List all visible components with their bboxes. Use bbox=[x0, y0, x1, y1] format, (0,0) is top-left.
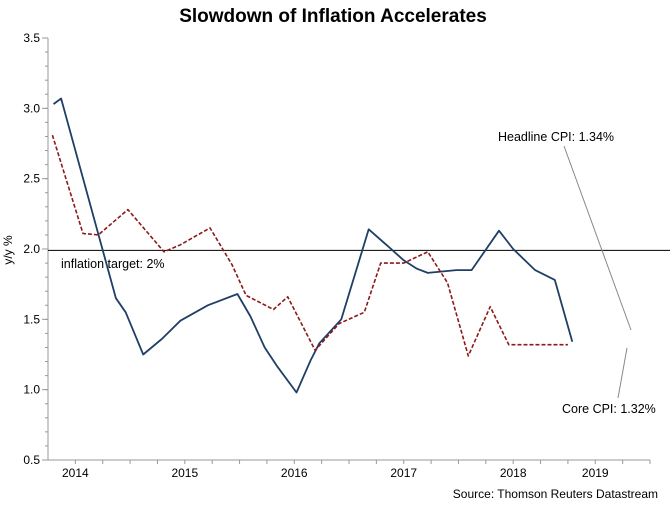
y-tick-label: 2.5 bbox=[23, 172, 40, 186]
core-annotation: Core CPI: 1.32% bbox=[562, 402, 656, 416]
headline-cpi-line bbox=[52, 97, 574, 394]
series-layer bbox=[51, 97, 574, 394]
core-cpi-line bbox=[51, 134, 568, 357]
y-tick-label: 0.5 bbox=[23, 453, 40, 467]
x-tick-label: 2014 bbox=[62, 466, 89, 480]
y-axis-label: y/y % bbox=[1, 235, 15, 265]
x-tick-label: 2018 bbox=[500, 466, 527, 480]
y-tick-label: 3.5 bbox=[23, 31, 40, 45]
x-tick-label: 2019 bbox=[582, 466, 609, 480]
y-tick-label: 2.0 bbox=[23, 242, 40, 256]
headline-leader-line bbox=[563, 145, 632, 331]
source-note: Source: Thomson Reuters Datastream bbox=[453, 487, 658, 501]
y-tick-label: 3.0 bbox=[23, 101, 40, 115]
y-tick-label: 1.5 bbox=[23, 312, 40, 326]
y-axis: 3.5 3.0 2.5 2.0 1.5 1.0 0.5 bbox=[23, 31, 49, 467]
x-tick-label: 2017 bbox=[390, 466, 417, 480]
y-tick-label: 1.0 bbox=[23, 383, 40, 397]
x-axis: 2014 2015 2016 2017 2018 2019 bbox=[48, 459, 651, 480]
core-leader-line bbox=[617, 347, 628, 399]
chart-title: Slowdown of Inflation Accelerates bbox=[179, 6, 487, 27]
inflation-target-label: inflation target: 2% bbox=[61, 257, 165, 271]
headline-annotation: Headline CPI: 1.34% bbox=[498, 130, 614, 144]
x-tick-label: 2016 bbox=[281, 466, 308, 480]
x-tick-label: 2015 bbox=[171, 466, 198, 480]
